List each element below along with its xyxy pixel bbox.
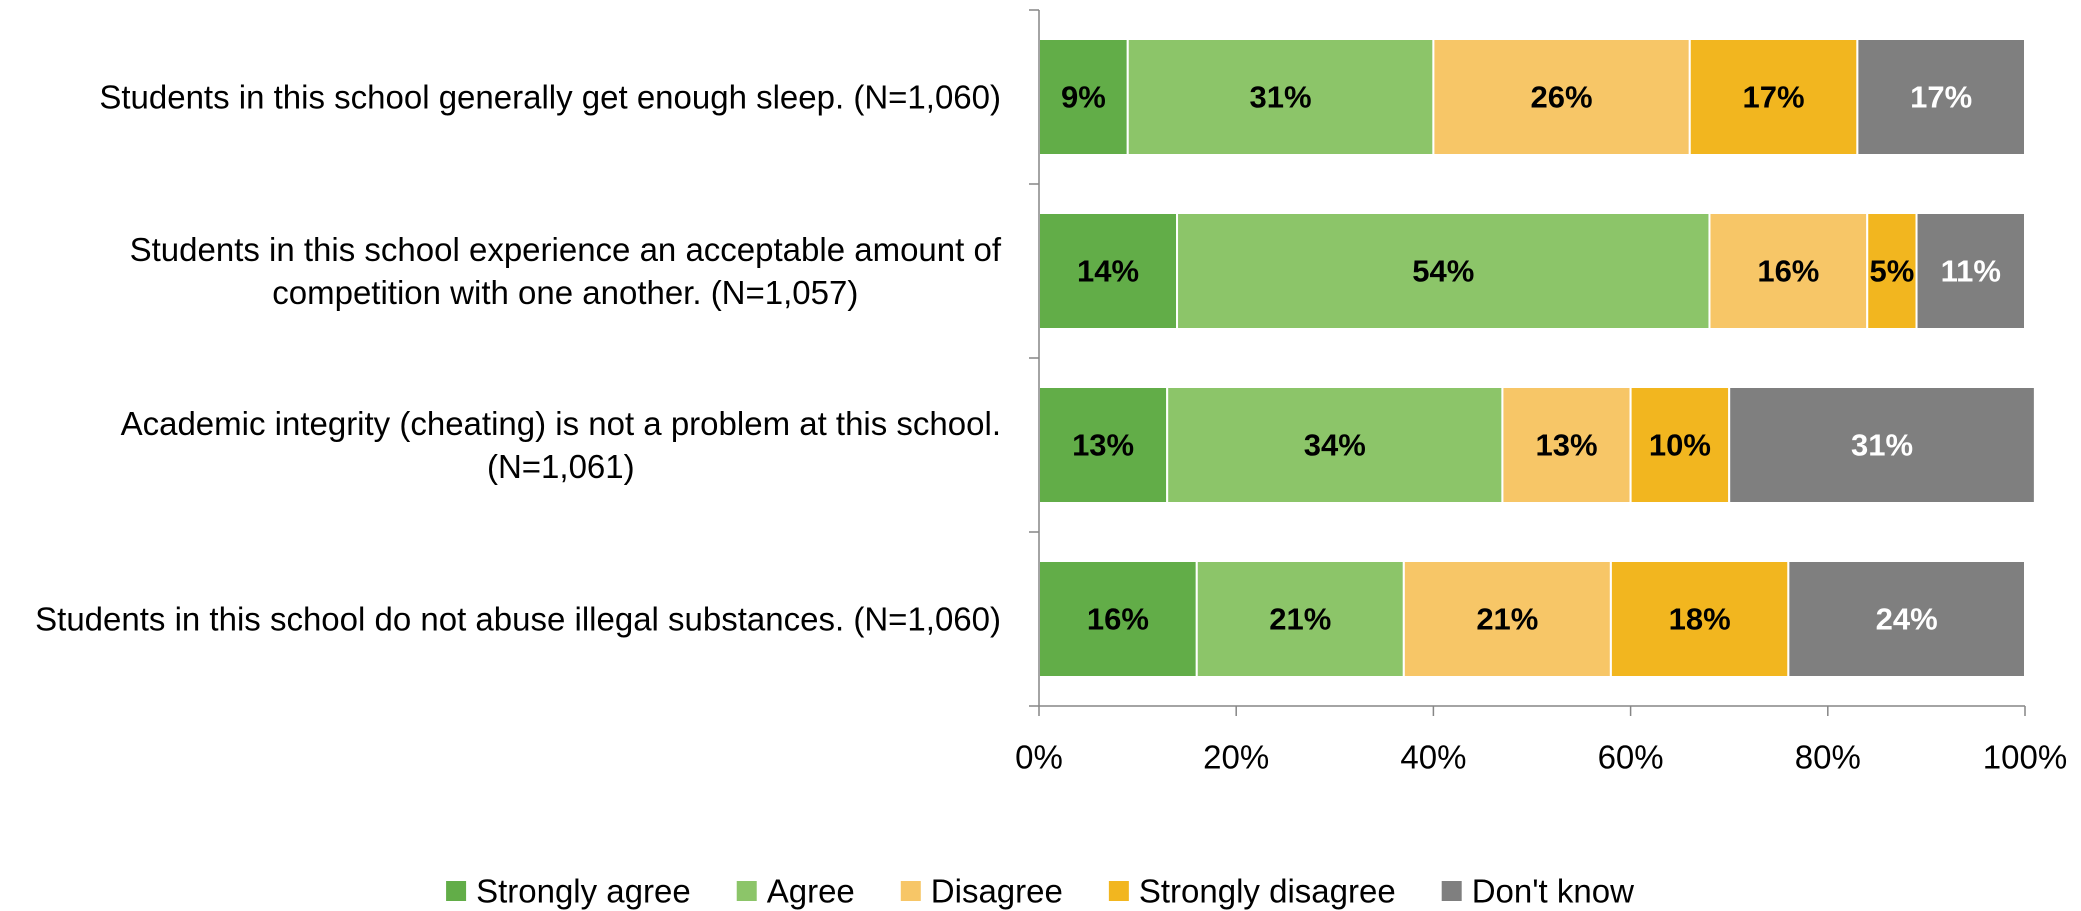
- category-label: Students in this school generally get en…: [99, 79, 1001, 116]
- data-label: 11%: [1941, 254, 2001, 289]
- x-tick-label: 60%: [1598, 739, 1664, 776]
- data-label: 16%: [1757, 254, 1819, 289]
- data-label: 31%: [1851, 428, 1913, 463]
- x-tick-label: 40%: [1400, 739, 1466, 776]
- bar-segment: [1176, 212, 1711, 330]
- data-label: 34%: [1304, 428, 1366, 463]
- legend-swatch: [900, 881, 921, 901]
- legend: Strongly agree Agree Disagree Strongly disa…: [446, 873, 1634, 910]
- data-label: 54%: [1412, 254, 1474, 289]
- bar-segment: [1856, 38, 2026, 156]
- bar-segment: [1402, 560, 1612, 678]
- data-label: 21%: [1269, 602, 1331, 637]
- data-label: 18%: [1669, 602, 1731, 637]
- data-label: 31%: [1250, 80, 1312, 115]
- data-label: 16%: [1087, 602, 1149, 637]
- bar-segment: [1688, 38, 1859, 156]
- x-tick-label: 100%: [1983, 739, 2067, 776]
- data-label: 24%: [1876, 602, 1938, 637]
- data-label: 26%: [1531, 80, 1593, 115]
- bar-segment: [1038, 38, 1129, 156]
- data-label: 10%: [1649, 428, 1711, 463]
- bar-segment: [1915, 212, 2027, 330]
- legend-swatch: [736, 881, 757, 901]
- legend-label: Don't know: [1472, 873, 1634, 910]
- bar-segment: [1728, 386, 2036, 504]
- data-label: 14%: [1077, 254, 1139, 289]
- category-label: Students in this school do not abuse ill…: [35, 601, 1001, 638]
- x-tick-label: 20%: [1203, 739, 1269, 776]
- legend-label: Disagree: [931, 873, 1063, 910]
- bar-segment: [1787, 560, 2026, 678]
- category-label: Academic integrity (cheating) is not a p…: [121, 405, 1001, 485]
- bar-segment: [1629, 386, 1731, 504]
- bar-segment: [1166, 386, 1504, 504]
- legend-label: Agree: [767, 873, 855, 910]
- data-label: 13%: [1535, 428, 1597, 463]
- data-label: 5%: [1869, 254, 1914, 289]
- plot-area: 9% 31% 26% 17% 17% 14% 54% 16% 5% 11% 13% 34% 13% 10%…: [1038, 38, 2036, 678]
- data-label: 21%: [1476, 602, 1538, 637]
- x-axis: 0% 20% 40% 60% 80% 100%: [1015, 705, 2067, 776]
- bar-segment: [1609, 560, 1790, 678]
- x-tick-label: 0%: [1015, 739, 1063, 776]
- category-label: Students in this school experience an ac…: [130, 231, 1002, 311]
- bar-segment: [1195, 560, 1405, 678]
- legend-swatch: [1108, 881, 1129, 901]
- category-labels: Students in this school generally get en…: [35, 79, 1002, 638]
- legend-swatch: [1441, 881, 1462, 901]
- data-label: 9%: [1061, 80, 1106, 115]
- bar-segment: [1501, 386, 1632, 504]
- bar-segment: [1126, 38, 1435, 156]
- data-label: 17%: [1743, 80, 1805, 115]
- y-axis: [1029, 9, 1040, 707]
- legend-label: Strongly disagree: [1139, 873, 1396, 910]
- legend-label: Strongly agree: [476, 873, 691, 910]
- data-label: 17%: [1910, 80, 1972, 115]
- bar-segment: [1708, 212, 1869, 330]
- x-tick-label: 80%: [1795, 739, 1861, 776]
- bar-segment: [1432, 38, 1691, 156]
- bar-segment: [1866, 212, 1918, 330]
- legend-swatch: [446, 881, 467, 901]
- data-label: 13%: [1072, 428, 1134, 463]
